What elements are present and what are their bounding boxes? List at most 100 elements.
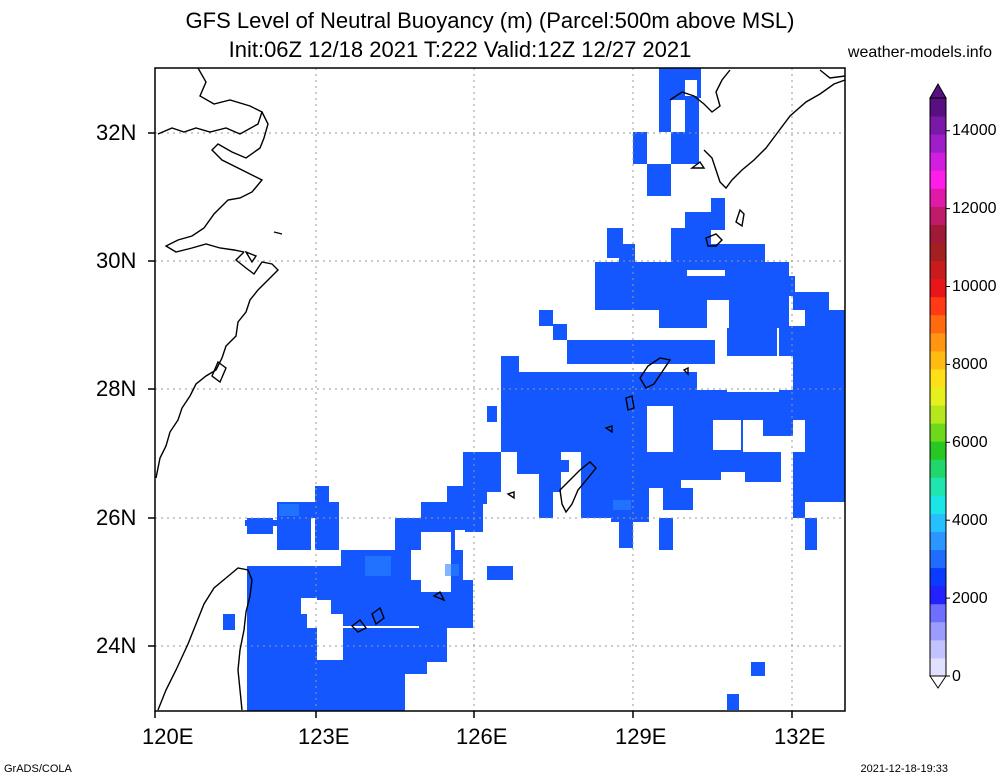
buoyancy-cell bbox=[663, 488, 693, 510]
colorbar-max-arrow bbox=[929, 82, 947, 99]
buoyancy-cell bbox=[647, 390, 673, 406]
lon-label-126e: 126E bbox=[456, 724, 508, 749]
field-gap bbox=[317, 614, 343, 660]
buoyancy-field bbox=[223, 68, 845, 711]
colorbar-swatch bbox=[930, 116, 946, 135]
buoyancy-cell bbox=[725, 262, 789, 280]
buoyancy-cell bbox=[581, 488, 611, 518]
buoyancy-cell bbox=[779, 326, 845, 356]
buoyancy-cell bbox=[539, 452, 561, 492]
buoyancy-cell bbox=[659, 518, 673, 550]
buoyancy-cell bbox=[805, 518, 817, 550]
buoyancy-cell bbox=[447, 486, 487, 504]
colorbar-swatch bbox=[930, 170, 946, 189]
field-gap bbox=[727, 356, 779, 392]
colorbar-label-6000: 6000 bbox=[952, 434, 988, 451]
colorbar-min-arrow bbox=[929, 675, 947, 689]
buoyancy-cell bbox=[487, 566, 513, 580]
colorbar-swatch bbox=[930, 495, 946, 514]
colorbar-swatch bbox=[930, 441, 946, 460]
colorbar-swatch bbox=[930, 314, 946, 334]
colorbar-label-14000: 14000 bbox=[952, 122, 997, 139]
buoyancy-cell bbox=[501, 356, 519, 374]
buoyancy-cell bbox=[501, 390, 647, 452]
colorbar-swatch bbox=[930, 278, 946, 298]
site-credit: weather-models.info bbox=[847, 44, 992, 61]
colorbar-label-4000: 4000 bbox=[952, 512, 988, 529]
lon-label-129e: 129E bbox=[615, 724, 667, 749]
buoyancy-cell bbox=[247, 662, 405, 711]
field-gap bbox=[455, 530, 465, 550]
colorbar-swatch bbox=[930, 368, 946, 388]
field-gap bbox=[697, 372, 731, 390]
map-subtitle: Init:06Z 12/18 2021 T:222 Valid:12Z 12/2… bbox=[228, 37, 692, 62]
colorbar-swatch bbox=[930, 332, 946, 352]
colorbar-swatch bbox=[930, 260, 946, 280]
buoyancy-cell bbox=[711, 198, 725, 214]
lon-label-120e: 120E bbox=[142, 724, 194, 749]
buoyancy-cell bbox=[763, 420, 793, 436]
buoyancy-cell bbox=[763, 276, 781, 292]
colorbar-label-10000: 10000 bbox=[952, 278, 997, 295]
buoyancy-cell bbox=[517, 452, 539, 474]
buoyancy-cell bbox=[559, 460, 569, 472]
buoyancy-cell bbox=[633, 132, 647, 164]
buoyancy-cell bbox=[421, 502, 483, 532]
footer-timestamp: 2021-12-18-19:33 bbox=[860, 763, 948, 775]
colorbar-swatch bbox=[930, 459, 946, 478]
buoyancy-cell bbox=[793, 452, 805, 518]
colorbar-swatch bbox=[930, 405, 946, 424]
gridlines bbox=[155, 68, 845, 711]
colorbar-label-8000: 8000 bbox=[952, 356, 988, 373]
buoyancy-cell bbox=[751, 662, 765, 676]
buoyancy-cell bbox=[659, 68, 671, 132]
lat-label-30n: 30N bbox=[96, 248, 137, 273]
field-gap bbox=[647, 406, 673, 436]
buoyancy-patch bbox=[279, 504, 299, 516]
buoyancy-cell bbox=[315, 502, 339, 550]
colorbar-swatch bbox=[930, 657, 946, 677]
buoyancy-cell bbox=[619, 518, 633, 548]
buoyancy-cell bbox=[247, 628, 317, 662]
colorbar-swatch bbox=[930, 98, 946, 117]
buoyancy-cell bbox=[395, 518, 421, 550]
colorbar-swatch bbox=[930, 206, 946, 225]
buoyancy-cell bbox=[727, 326, 777, 356]
lat-label-24n: 24N bbox=[96, 633, 137, 658]
buoyancy-cell bbox=[647, 164, 671, 196]
lat-label-26n: 26N bbox=[96, 505, 137, 530]
buoyancy-cell bbox=[685, 98, 699, 160]
buoyancy-cell bbox=[745, 452, 781, 482]
colorbar-swatch bbox=[930, 585, 946, 605]
buoyancy-cell bbox=[553, 324, 567, 340]
tick-marks bbox=[148, 132, 793, 718]
colorbar-swatch bbox=[930, 621, 946, 641]
buoyancy-cell bbox=[539, 486, 553, 518]
buoyancy-cell bbox=[463, 452, 501, 492]
colorbar-swatch bbox=[930, 387, 946, 406]
colorbar-swatch bbox=[930, 567, 946, 587]
colorbar-swatch bbox=[930, 134, 946, 153]
lat-label-32n: 32N bbox=[96, 120, 137, 145]
buoyancy-cell bbox=[581, 452, 681, 488]
field-gap bbox=[707, 300, 729, 328]
field-gap bbox=[713, 420, 741, 450]
field-gap bbox=[301, 598, 317, 614]
buoyancy-cell bbox=[685, 212, 725, 230]
colorbar-swatch bbox=[930, 639, 946, 659]
colorbar-swatch bbox=[930, 531, 946, 551]
buoyancy-cell bbox=[539, 310, 553, 326]
colorbar bbox=[929, 82, 950, 689]
buoyancy-cell bbox=[805, 420, 845, 502]
colorbar-swatch bbox=[930, 513, 946, 532]
footer-credit: GrADS/COLA bbox=[4, 763, 72, 775]
buoyancy-cell bbox=[245, 520, 305, 526]
colorbar-swatch bbox=[930, 477, 946, 496]
buoyancy-patch bbox=[613, 500, 631, 510]
field-gap bbox=[699, 164, 709, 190]
colorbar-swatch bbox=[930, 603, 946, 623]
buoyancy-cell bbox=[793, 292, 829, 310]
colorbar-swatch bbox=[930, 296, 946, 316]
buoyancy-cell bbox=[727, 694, 739, 710]
